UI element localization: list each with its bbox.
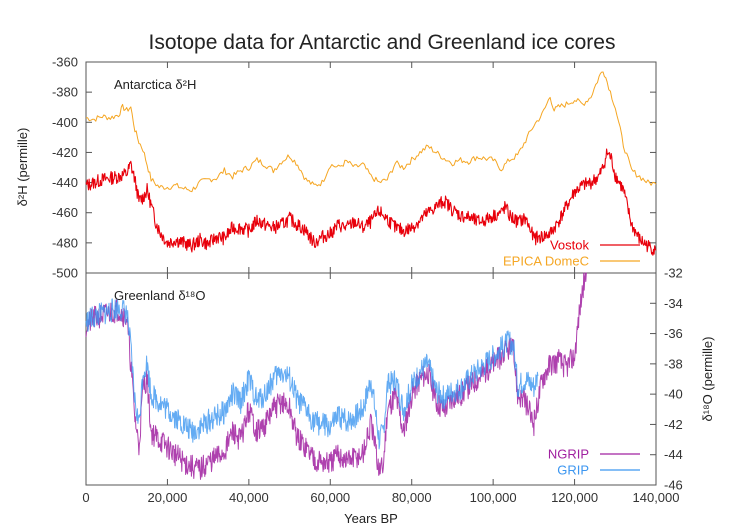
x-tick-label: 140,000 [633,490,680,505]
left-y-axis-label: δ²H (permille) [15,128,30,207]
x-tick-label: 80,000 [392,490,432,505]
x-axis-label: Years BP [344,511,398,526]
lower-y-tick-label: -34 [664,296,683,311]
lower-y-tick-label: -38 [664,356,683,371]
x-tick-label: 100,000 [470,490,517,505]
legend-label: GRIP [557,463,589,478]
upper-y-tick-label: -500 [52,266,78,281]
right-y-axis-label: δ¹⁸O (permille) [700,337,715,422]
upper-y-tick-label: -460 [52,205,78,220]
lower-y-tick-label: -44 [664,447,683,462]
x-tick-label: 20,000 [148,490,188,505]
upper-y-tick-label: -360 [52,55,78,70]
legend-label: Vostok [550,238,590,253]
upper-y-tick-label: -420 [52,145,78,160]
series-layer [85,71,657,480]
upper-y-tick-label: -480 [52,235,78,250]
lower-y-tick-label: -42 [664,417,683,432]
series-line-epica-domec [85,71,657,193]
upper-y-tick-label: -380 [52,85,78,100]
x-tick-label: 0 [82,490,89,505]
lower-y-tick-label: -40 [664,387,683,402]
lower-y-tick-label: -36 [664,326,683,341]
x-tick-label: 60,000 [310,490,350,505]
series-line-ngrip [85,272,587,480]
upper-y-tick-label: -440 [52,175,78,190]
chart-title: Isotope data for Antarctic and Greenland… [149,31,616,54]
legend-label: EPICA DomeC [503,254,589,269]
series-line-grip [85,298,539,450]
lower-y-tick-label: -46 [664,478,683,493]
legend-label: NGRIP [548,447,589,462]
x-tick-label: 40,000 [229,490,269,505]
lower-panel-annotation: Greenland δ¹⁸O [114,288,205,303]
series-line-vostok [85,148,657,256]
upper-panel-annotation: Antarctica δ²H [114,77,196,92]
ticks-layer: -360-380-400-420-440-460-480-500 -32-34-3… [52,55,683,506]
upper-y-tick-label: -400 [52,115,78,130]
lower-plot-frame [85,272,657,486]
x-tick-label: 120,000 [551,490,598,505]
lower-y-tick-label: -32 [664,266,683,281]
